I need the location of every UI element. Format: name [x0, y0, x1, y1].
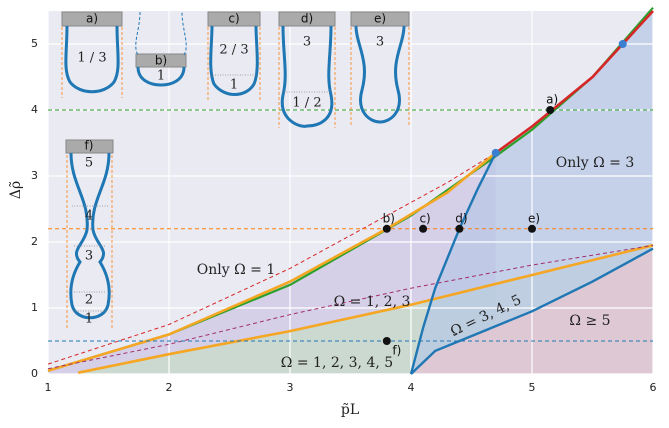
inset-label: c): [228, 12, 239, 26]
x-tick-label: 6: [650, 381, 657, 394]
inset-text: 1: [157, 69, 165, 84]
point-label: a): [546, 93, 558, 107]
y-tick-label: 2: [31, 235, 38, 248]
point-label: f): [392, 344, 401, 358]
region-label: Only Ω = 1: [197, 262, 275, 278]
inset-label: a): [86, 12, 98, 26]
curve: [77, 244, 654, 374]
points: a) b) c) d) e) f): [383, 40, 627, 358]
inset-label: b): [155, 54, 167, 68]
inset-text: 2: [85, 293, 93, 308]
curve: [494, 10, 654, 154]
junction: [618, 40, 627, 48]
x-tick-label: 2: [166, 381, 173, 394]
point-label: d): [455, 211, 467, 225]
point-label: c): [419, 211, 430, 225]
region-label: Ω = 1, 2, 3, 4, 5: [281, 355, 393, 371]
x-tick-label: 1: [45, 381, 52, 394]
point: [528, 224, 536, 233]
point: [455, 224, 464, 233]
x-tick-label: 3: [287, 381, 294, 394]
inset-label: f): [85, 139, 94, 153]
y-tick-label: 0: [31, 367, 38, 380]
x-tick-label: 4: [408, 381, 415, 394]
y-tick-label: 4: [31, 103, 38, 116]
inset-label: e): [374, 12, 386, 26]
inset-text: 1: [230, 78, 238, 93]
curve: [47, 152, 496, 365]
region-label: Ω ≥ 5: [569, 313, 610, 329]
inset-text: 1: [85, 312, 93, 327]
curve: [47, 244, 654, 370]
region-label: Only Ω = 3: [556, 155, 634, 171]
region-label: Ω = 1, 2, 3: [334, 294, 411, 310]
inset-text: 2 / 3: [219, 43, 248, 58]
y-tick-label: 5: [31, 37, 38, 50]
curve: [410, 247, 654, 375]
inset-text: 3: [376, 35, 384, 50]
inset-text: 3: [303, 35, 311, 50]
inset-label: d): [301, 12, 313, 26]
junction: [491, 148, 500, 157]
curve: [47, 151, 497, 372]
inset-text: 1 / 3: [77, 51, 106, 66]
point: [382, 337, 391, 345]
point: [419, 224, 428, 233]
insets: a) 1 / 3 b) 1 c) 2 / 3 1 d) 3 1 / 2 e) 3…: [61, 11, 410, 328]
inset-text: 3: [85, 249, 93, 264]
point: [546, 106, 555, 114]
point-label: b): [383, 211, 395, 225]
point: [382, 224, 391, 233]
curve: [409, 152, 497, 375]
inset-text: 4: [85, 209, 93, 224]
point-label: e): [528, 211, 540, 225]
x-axis-label: p̃L: [341, 402, 359, 418]
inset-text: 1 / 2: [292, 96, 321, 111]
y-tick-label: 1: [31, 301, 38, 314]
inset-text: 5: [85, 156, 93, 171]
y-axis-label: Δρ̃: [8, 181, 24, 199]
x-tick-label: 5: [529, 381, 536, 394]
y-tick-label: 3: [31, 169, 38, 182]
